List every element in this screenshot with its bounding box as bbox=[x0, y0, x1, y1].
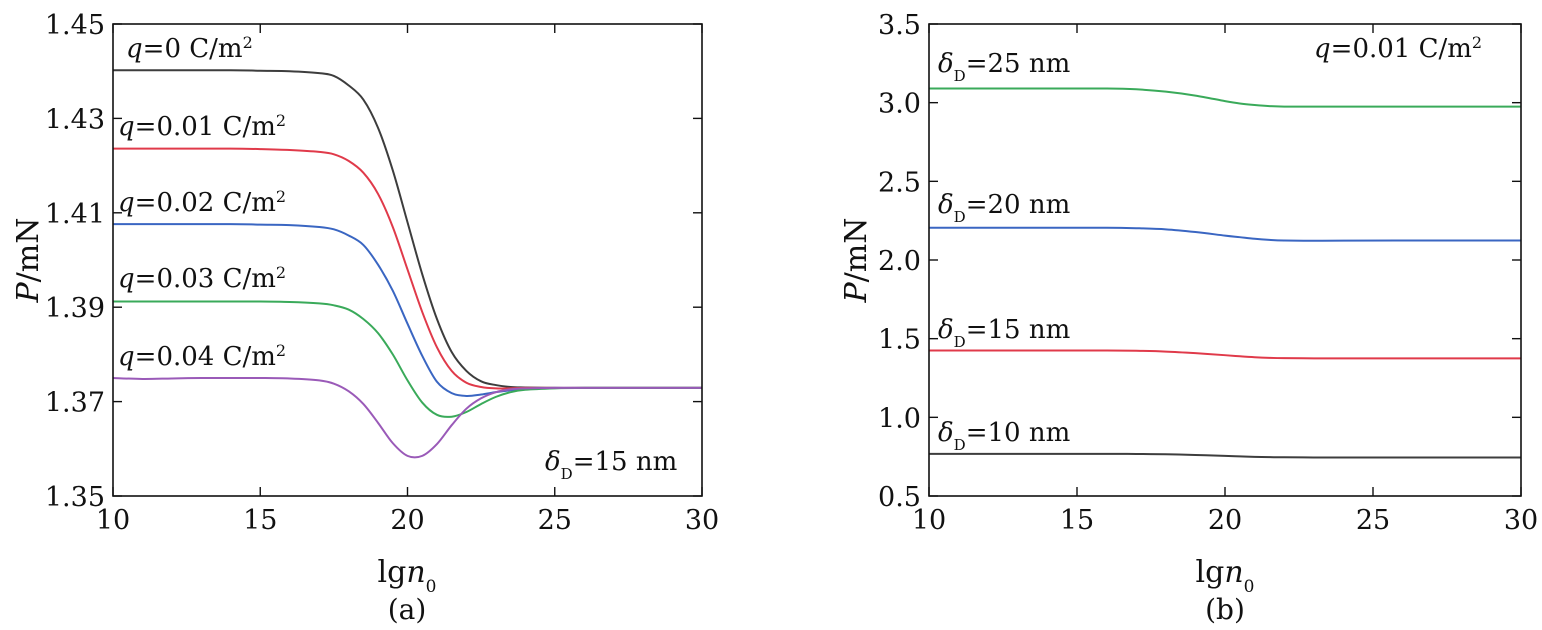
panel-b-x-tick-label: 20 bbox=[1208, 505, 1242, 536]
series-label-delta-25: δD=25 nm bbox=[938, 49, 1070, 85]
panel-a-y-tick-label: 1.43 bbox=[45, 104, 105, 135]
panel-a-x-axis-label: lgn0 bbox=[378, 555, 437, 597]
panel-a-x-tick-label: 25 bbox=[538, 505, 572, 536]
series-label-q-0.02: q=0.02 C/m2 bbox=[118, 187, 286, 219]
panel-b-annotation: q=0.01 C/m2 bbox=[1314, 33, 1482, 65]
panel-b-series-labels: δD=25 nm δD=20 nm δD=15 nm δD=10 nm bbox=[938, 49, 1070, 454]
panel-b-y-tick-label: 3.5 bbox=[878, 10, 921, 41]
panel-a-x-tick-label: 30 bbox=[685, 505, 719, 536]
panel-b-y-tick-label: 1.5 bbox=[878, 325, 921, 356]
panel-a-y-tick-label: 1.41 bbox=[45, 199, 105, 230]
panel-a-annotation: δD=15 nm bbox=[545, 447, 677, 483]
panel-b-y-tick-label: 2.5 bbox=[878, 167, 921, 198]
panel-b-label: (b) bbox=[1205, 593, 1245, 626]
panel-b-series-line-1 bbox=[929, 226, 1521, 242]
panel-b-series-line-0 bbox=[929, 87, 1521, 108]
panel-a-ticks: 10 15 20 25 30 1.35 1.37 1.39 1.41 1.43 1.45 bbox=[45, 10, 719, 536]
panel-a-series-labels: q=0 C/m2 q=0.01 C/m2 q=0.02 C/m2 q=0.03 … bbox=[118, 33, 286, 373]
panel-a-y-tick-label: 1.39 bbox=[45, 293, 105, 324]
panel-a-x-tick-label: 20 bbox=[390, 505, 424, 536]
panel-b-series-line-2 bbox=[929, 349, 1521, 360]
panel-b-x-tick-label: 25 bbox=[1356, 505, 1390, 536]
panel-b-x-tick-label: 15 bbox=[1060, 505, 1094, 536]
panel-b-y-axis-label: P/mN bbox=[839, 218, 874, 304]
series-label-delta-10: δD=10 nm bbox=[938, 418, 1070, 454]
series-label-q-0: q=0 C/m2 bbox=[126, 33, 253, 65]
series-label-delta-20: δD=20 nm bbox=[938, 190, 1070, 226]
panel-a-y-tick-label: 1.35 bbox=[45, 482, 105, 513]
panel-b-x-tick-label: 30 bbox=[1504, 505, 1538, 536]
panel-a-x-tick-label: 15 bbox=[243, 505, 277, 536]
panel-a-label: (a) bbox=[388, 593, 427, 626]
panel-a-series-line-3 bbox=[113, 300, 702, 418]
series-label-delta-15: δD=15 nm bbox=[938, 315, 1070, 351]
panel-b-y-tick-label: 2.0 bbox=[878, 246, 921, 277]
panel-b-ticks: 10 15 20 25 30 0.5 1.0 1.5 2.0 2.5 3.0 3.5 bbox=[878, 10, 1538, 536]
series-label-q-0.04: q=0.04 C/m2 bbox=[118, 341, 286, 373]
panel-a-y-tick-label: 1.37 bbox=[45, 388, 105, 419]
panel-a-x-tick-label: 10 bbox=[96, 505, 130, 536]
panel-b-series-line-3 bbox=[929, 452, 1521, 459]
panel-a-series-line-4 bbox=[113, 376, 702, 459]
panel-b-x-tick-label: 10 bbox=[912, 505, 946, 536]
panel-a-y-axis-label: P/mN bbox=[11, 218, 46, 304]
series-label-q-0.03: q=0.03 C/m2 bbox=[118, 263, 286, 295]
panel-b-plot-area bbox=[929, 87, 1521, 459]
panel-b-y-tick-label: 3.0 bbox=[878, 89, 921, 120]
panel-a-chart: 10 15 20 25 30 1.35 1.37 1.39 1.41 1.43 1.45 q=0 C… bbox=[11, 10, 719, 626]
panel-b-y-tick-label: 0.5 bbox=[878, 482, 921, 513]
panel-a-frame bbox=[112, 23, 703, 497]
panel-b-chart: 10 15 20 25 30 0.5 1.0 1.5 2.0 2.5 3.0 3.5 δD=25 nm… bbox=[839, 10, 1538, 626]
panel-b-y-tick-label: 1.0 bbox=[878, 403, 921, 434]
panel-b-x-axis-label: lgn0 bbox=[1196, 555, 1255, 597]
panel-a-y-tick-label: 1.45 bbox=[45, 10, 105, 41]
panel-a-plot-area bbox=[113, 69, 702, 459]
series-label-q-0.01: q=0.01 C/m2 bbox=[118, 111, 286, 143]
